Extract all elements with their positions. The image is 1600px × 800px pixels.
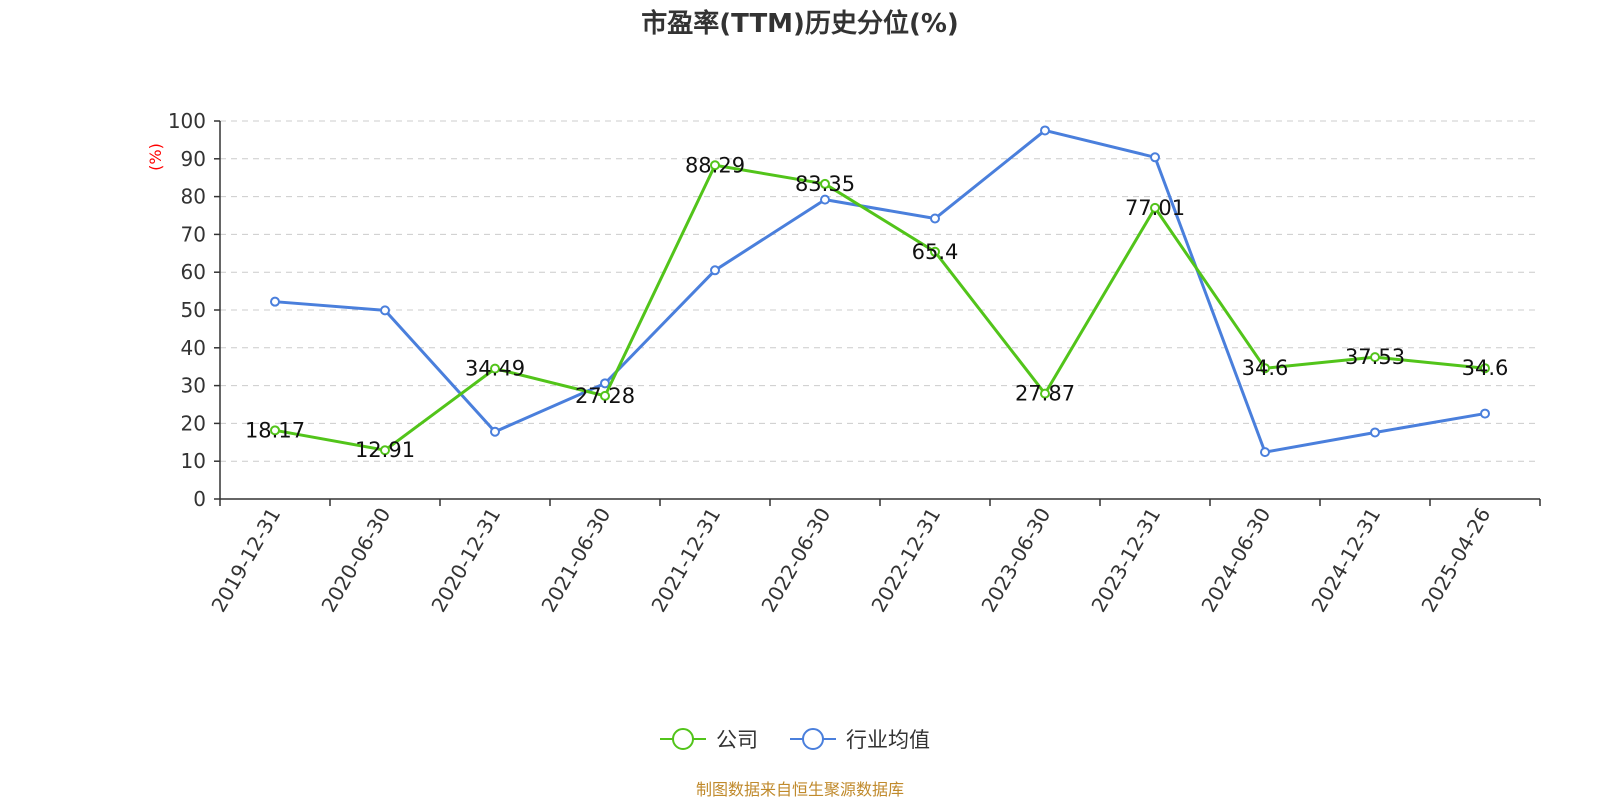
data-label: 34.49	[465, 357, 525, 381]
data-point[interactable]	[380, 305, 390, 316]
y-tick-label: 60	[181, 260, 206, 284]
data-point[interactable]	[820, 178, 830, 189]
data-label: 65.4	[912, 240, 959, 264]
data-point[interactable]	[270, 296, 280, 307]
data-point[interactable]	[1150, 202, 1160, 213]
data-label: 18.17	[245, 418, 305, 442]
x-tick-label: 2022-06-30	[756, 504, 835, 617]
data-point[interactable]	[600, 378, 610, 389]
data-point[interactable]	[820, 194, 830, 205]
chart-title: 市盈率(TTM)历史分位(%)	[641, 8, 959, 39]
data-point[interactable]	[380, 445, 390, 456]
data-point[interactable]	[1040, 125, 1050, 136]
data-label: 34.6	[1242, 356, 1289, 380]
grid-lines	[220, 120, 1540, 462]
data-point[interactable]	[1150, 152, 1160, 163]
y-axis-unit-label: (%)	[146, 143, 165, 171]
data-point[interactable]	[710, 265, 720, 276]
data-point[interactable]	[930, 213, 940, 224]
x-tick-label: 2023-06-30	[976, 504, 1055, 617]
data-label: 83.35	[795, 172, 855, 196]
y-tick-label: 100	[168, 109, 206, 133]
y-tick-label: 0	[193, 487, 206, 511]
x-tick-label: 2021-06-30	[536, 504, 615, 617]
series-line-0	[274, 163, 1486, 452]
data-point[interactable]	[600, 390, 610, 401]
data-label: 88.29	[685, 153, 745, 177]
data-point[interactable]	[1260, 363, 1270, 374]
y-tick-label: 50	[181, 298, 206, 322]
x-tick-label: 2020-12-31	[426, 504, 505, 617]
legend-circle-icon	[802, 728, 824, 750]
data-point[interactable]	[490, 426, 500, 437]
legend[interactable]: 公司 行业均值	[660, 728, 930, 752]
x-tick-label: 2024-06-30	[1196, 504, 1275, 617]
data-point[interactable]	[1040, 388, 1050, 399]
y-tick-label: 40	[181, 336, 206, 360]
x-tick-label: 2020-06-30	[316, 504, 395, 617]
data-point[interactable]	[1480, 363, 1490, 374]
x-tick-label: 2022-12-31	[866, 504, 945, 617]
data-source-note: 制图数据来自恒生聚源数据库	[696, 780, 904, 799]
x-tick-label: 2021-12-31	[646, 504, 725, 617]
data-labels: 18.17 12.91 34.49 27.28 88.29 83.35 65.4 27.87 7…	[245, 153, 1508, 462]
data-label: 27.87	[1015, 382, 1075, 406]
data-label: 12.91	[355, 438, 415, 462]
y-tick-label: 80	[181, 185, 206, 209]
y-tick-label: 70	[181, 222, 206, 246]
x-tick-label: 2019-12-31	[206, 504, 285, 617]
data-label: 37.53	[1345, 345, 1405, 369]
data-point[interactable]	[710, 160, 720, 171]
data-point[interactable]	[490, 363, 500, 374]
data-label: 27.28	[575, 384, 635, 408]
data-point[interactable]	[1260, 447, 1270, 458]
x-tick-label: 2024-12-31	[1306, 504, 1385, 617]
x-tick-label: 2025-04-26	[1416, 504, 1495, 617]
legend-circle-icon	[672, 728, 694, 750]
data-point[interactable]	[270, 425, 280, 436]
data-label: 34.6	[1462, 356, 1509, 380]
y-tick-label: 20	[181, 411, 206, 435]
legend-label: 行业均值	[846, 728, 930, 752]
data-point[interactable]	[930, 246, 940, 257]
y-tick-label: 30	[181, 374, 206, 398]
data-point[interactable]	[1370, 427, 1380, 438]
series-lines	[270, 125, 1490, 458]
x-tick-label: 2023-12-31	[1086, 504, 1165, 617]
legend-item-0[interactable]: 公司	[660, 728, 758, 752]
data-point[interactable]	[1480, 408, 1490, 419]
y-tick-label: 90	[181, 147, 206, 171]
data-label: 77.01	[1125, 196, 1185, 220]
series-line-1	[274, 128, 1486, 454]
legend-label: 公司	[716, 728, 758, 752]
legend-item-1[interactable]: 行业均值	[790, 728, 930, 752]
y-tick-label: 10	[181, 449, 206, 473]
data-point[interactable]	[1370, 352, 1380, 363]
